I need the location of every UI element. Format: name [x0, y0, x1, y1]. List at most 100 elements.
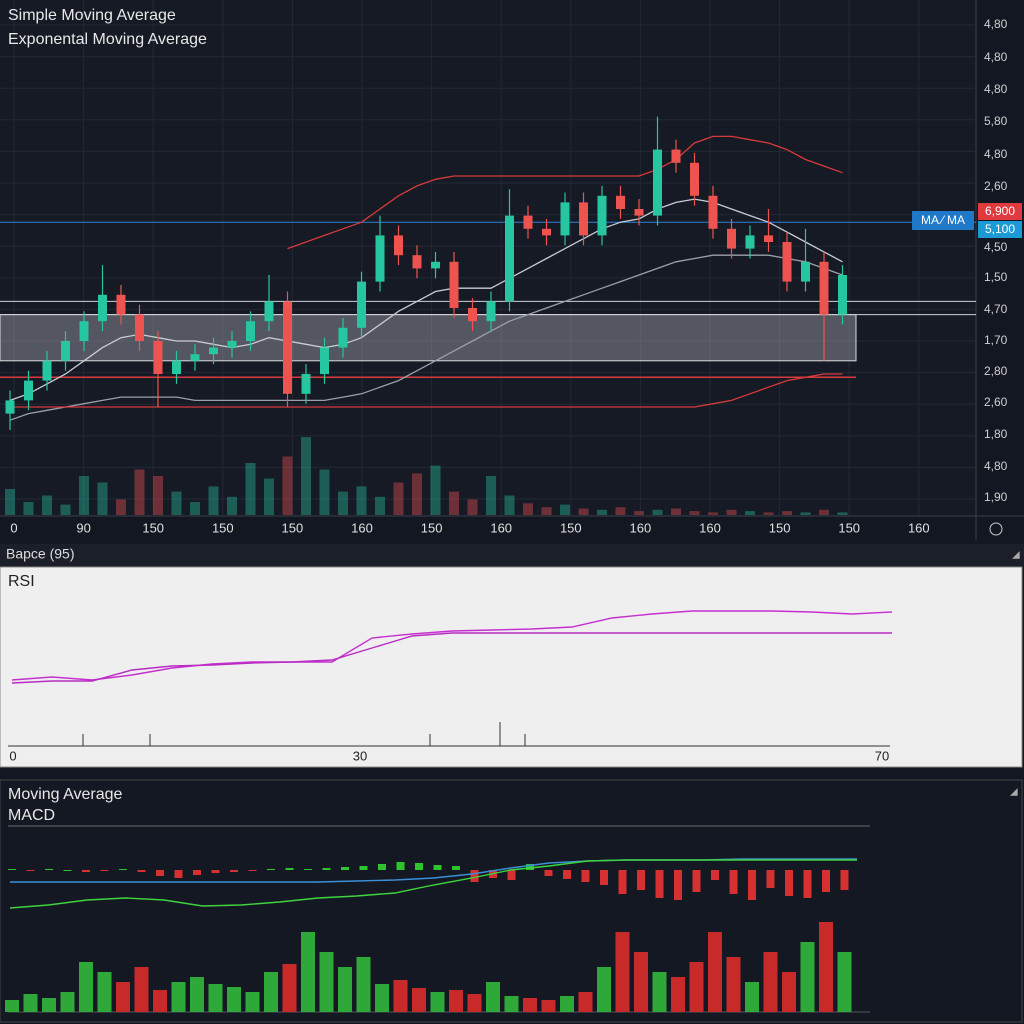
volume-bar [264, 478, 274, 515]
macd-histogram-bar [600, 870, 608, 885]
zone [0, 314, 857, 362]
macd-volume-bar [282, 964, 297, 1012]
volume-bar [652, 509, 663, 515]
candle-body [209, 347, 218, 355]
price-tag-bg [978, 221, 1022, 238]
candle-body [727, 228, 736, 249]
time-label: 150 [212, 520, 234, 535]
macd-histogram-bar [322, 868, 331, 870]
volume-bar [153, 476, 163, 515]
candle-body [227, 341, 237, 348]
volume-bar [375, 496, 385, 515]
candle-body [357, 281, 366, 328]
macd-histogram-bar [526, 864, 534, 870]
volume-bar [597, 509, 607, 515]
volume-bar [615, 507, 626, 515]
macd-volume-bar [245, 992, 260, 1012]
rsi-x-label: 30 [353, 748, 367, 763]
candle-body [431, 261, 440, 269]
macd-histogram-bar [119, 869, 127, 870]
candle-body [486, 301, 496, 322]
macd-histogram-bar [618, 870, 627, 894]
price-label: 4,80 [984, 459, 1008, 473]
resize-icon[interactable]: ◢ [1010, 787, 1018, 798]
macd-volume-bar [319, 952, 334, 1012]
macd-volume-bar [430, 992, 445, 1012]
price-label: 2,60 [984, 395, 1008, 409]
settings-icon[interactable] [989, 522, 1003, 536]
macd-volume-bar [689, 962, 704, 1012]
price-label: 4,50 [984, 240, 1008, 254]
macd-volume-bar [134, 967, 149, 1012]
volume-bar [245, 463, 256, 515]
moving-average-line [9, 198, 843, 402]
rsi-x-label: 0 [9, 748, 16, 763]
price-tag-bg [912, 211, 974, 230]
time-label: 160 [490, 520, 512, 535]
volume-bar [541, 507, 552, 515]
macd-histogram-bar [711, 870, 719, 880]
price-label: 5,80 [984, 114, 1008, 128]
candle-body [690, 162, 699, 196]
macd-histogram-bar [692, 870, 701, 892]
candle-body [801, 261, 810, 282]
time-label: 150 [421, 520, 443, 535]
macd-histogram-bar [100, 870, 109, 871]
rsi-label: RSI [8, 573, 35, 590]
macd-volume-bar [615, 932, 630, 1012]
macd-histogram-bar [63, 870, 72, 871]
volume-bar [800, 512, 811, 515]
macd-histogram-bar [248, 870, 257, 871]
volume-bar [356, 486, 367, 515]
candle-body [79, 321, 89, 341]
macd-histogram-bar [378, 864, 386, 870]
moving-average-line [10, 373, 843, 408]
volume-bar [393, 482, 404, 515]
macd-histogram-bar [156, 870, 164, 876]
time-label: 160 [699, 520, 721, 535]
candle-body [671, 149, 681, 163]
macd-histogram-bar [544, 870, 553, 876]
candle-body [616, 195, 625, 209]
candle-body [745, 235, 755, 249]
resize-icon[interactable]: ◢ [1012, 550, 1020, 561]
candle-body [505, 215, 514, 302]
macd-volume-bar [597, 967, 611, 1012]
macd-histogram-bar [748, 870, 756, 900]
volume-bar [134, 469, 145, 515]
macd-histogram-bar [507, 870, 516, 880]
macd-volume-bar [60, 992, 75, 1012]
volume-bar [504, 495, 515, 515]
volume-bar [319, 469, 330, 515]
candle-body [24, 380, 33, 401]
candle-body [523, 215, 533, 229]
volume-bar [23, 502, 34, 515]
macd-volume-bar [301, 932, 315, 1012]
candle-body [634, 209, 644, 216]
candle-body [98, 294, 107, 322]
macd-volume-bar [264, 972, 278, 1012]
candle-body [301, 374, 311, 394]
candle-body [116, 294, 126, 315]
rsi-pane [0, 566, 1023, 768]
macd-histogram-bar [45, 869, 53, 870]
volume-bar [763, 512, 774, 515]
macd-volume-bar [504, 996, 519, 1012]
volume-bar [726, 509, 737, 515]
volume-bar [634, 511, 644, 515]
macd-volume-bar [338, 967, 352, 1012]
volume-bar [449, 491, 459, 515]
macd-volume-bar [449, 990, 463, 1012]
candle-body [264, 301, 274, 322]
candle-body [579, 202, 588, 236]
macd-volume-bar [375, 984, 389, 1012]
macd-histogram-bar [8, 869, 16, 870]
macd-histogram-bar [729, 870, 738, 894]
volume-bar [837, 512, 848, 515]
candle-body [782, 242, 792, 282]
macd-histogram-bar [822, 870, 830, 892]
volume-bar [523, 503, 533, 515]
macd-volume-bar [652, 972, 667, 1012]
macd-histogram-bar [26, 870, 35, 871]
macd-volume-bar [800, 942, 815, 1012]
